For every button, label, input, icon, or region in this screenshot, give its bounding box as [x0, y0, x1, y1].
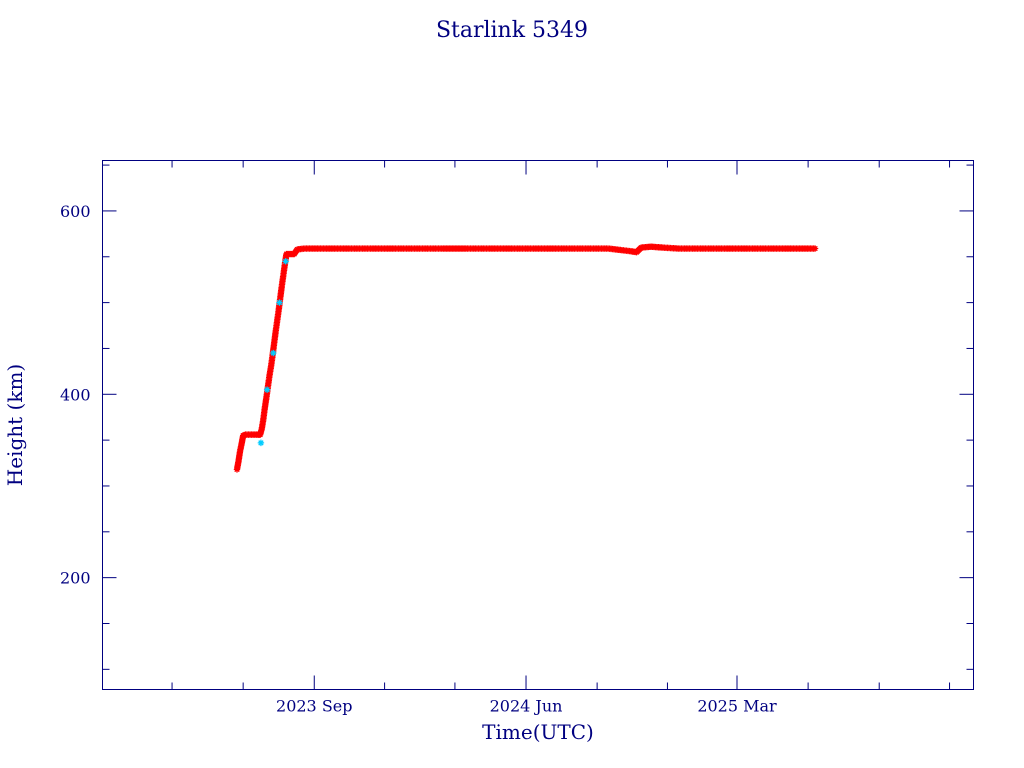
y-tick-label: 400 — [60, 385, 91, 404]
plot-frame — [102, 160, 974, 690]
x-axis: 2023 Sep 2024 Jun 2025 Mar — [171, 160, 951, 716]
data-points — [233, 243, 819, 473]
data-point — [811, 245, 819, 252]
x-tick-label: 2023 Sep — [276, 697, 352, 716]
x-tick-label: 2025 Mar — [697, 697, 777, 716]
chart-title: Starlink 5349 — [436, 18, 588, 43]
data-point-secondary — [257, 439, 265, 447]
data-point-secondary — [263, 386, 271, 393]
data-point-secondary — [282, 258, 289, 265]
data-point-secondary — [276, 299, 283, 306]
y-axis: 200 400 600 — [60, 164, 974, 670]
x-axis-label: Time(UTC) — [482, 720, 594, 744]
y-tick-label: 600 — [60, 202, 91, 221]
y-tick-label: 200 — [60, 569, 91, 588]
y-axis-label: Height (km) — [3, 364, 27, 486]
data-point-secondary — [270, 349, 277, 357]
x-tick-label: 2024 Jun — [490, 697, 563, 716]
